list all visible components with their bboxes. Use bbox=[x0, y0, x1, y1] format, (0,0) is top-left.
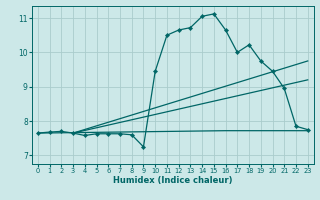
X-axis label: Humidex (Indice chaleur): Humidex (Indice chaleur) bbox=[113, 176, 233, 185]
